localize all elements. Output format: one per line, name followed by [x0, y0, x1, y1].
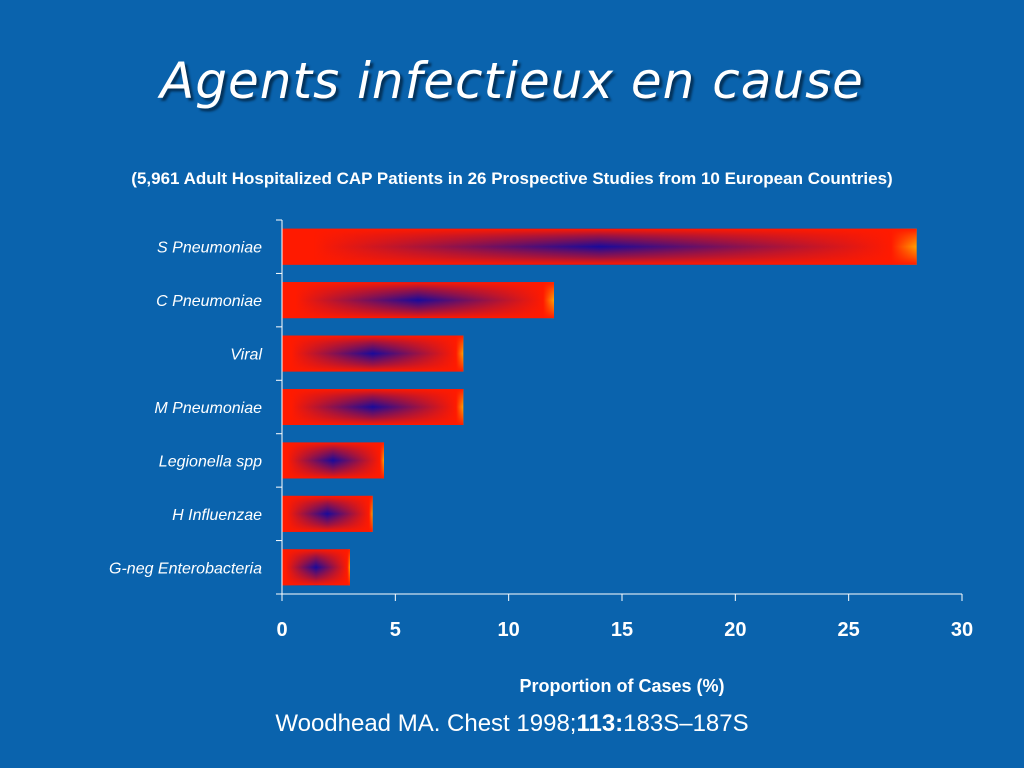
x-tick-label: 25: [838, 619, 860, 641]
category-label-viral: Viral: [230, 347, 262, 364]
citation: Woodhead MA. Chest 1998;113:183S–187S: [0, 710, 1024, 738]
x-tick-label: 30: [951, 619, 973, 641]
bar-shade-m-pneumoniae: [282, 389, 464, 425]
axes-layer: S Pneumoniae C Pneumoniae Viral M Pneumonia…: [109, 219, 973, 641]
x-tick-label: 20: [724, 619, 746, 641]
citation-volume: 113:: [576, 710, 624, 737]
bar-shade-c-pneumoniae: [282, 282, 554, 319]
x-tick-label: 15: [611, 619, 633, 641]
x-axis-label: Proportion of Cases (%): [519, 676, 725, 696]
bar-shade-g-neg-enterobacteria: [282, 549, 350, 586]
category-label-h-influenzae: H Influenzae: [172, 507, 262, 524]
category-label-c-pneumoniae: C Pneumoniae: [156, 293, 262, 310]
bar-shade-s-pneumoniae: [282, 228, 917, 265]
x-tick-label: 5: [390, 619, 401, 641]
category-label-s-pneumoniae: S Pneumoniae: [157, 240, 262, 257]
category-label-g-neg-enterobacteria: G-neg Enterobacteria: [109, 560, 262, 577]
category-label-m-pneumoniae: M Pneumoniae: [154, 400, 262, 417]
bar-shade-viral: [282, 335, 464, 372]
bars-layer: [282, 228, 917, 586]
citation-prefix: Woodhead MA. Chest 1998;: [275, 710, 577, 737]
bar-shade-h-influenzae: [282, 495, 373, 532]
x-tick-label: 0: [276, 619, 287, 641]
x-tick-label: 10: [498, 619, 520, 641]
chart-subtitle: (5,961 Adult Hospitalized CAP Patients i…: [131, 169, 893, 188]
citation-pages: 183S–187S: [623, 710, 749, 737]
category-label-legionella-spp: Legionella spp: [159, 453, 262, 470]
slide-title: Agents infectieux en cause: [160, 52, 864, 110]
bar-shade-legionella-spp: [282, 442, 384, 479]
